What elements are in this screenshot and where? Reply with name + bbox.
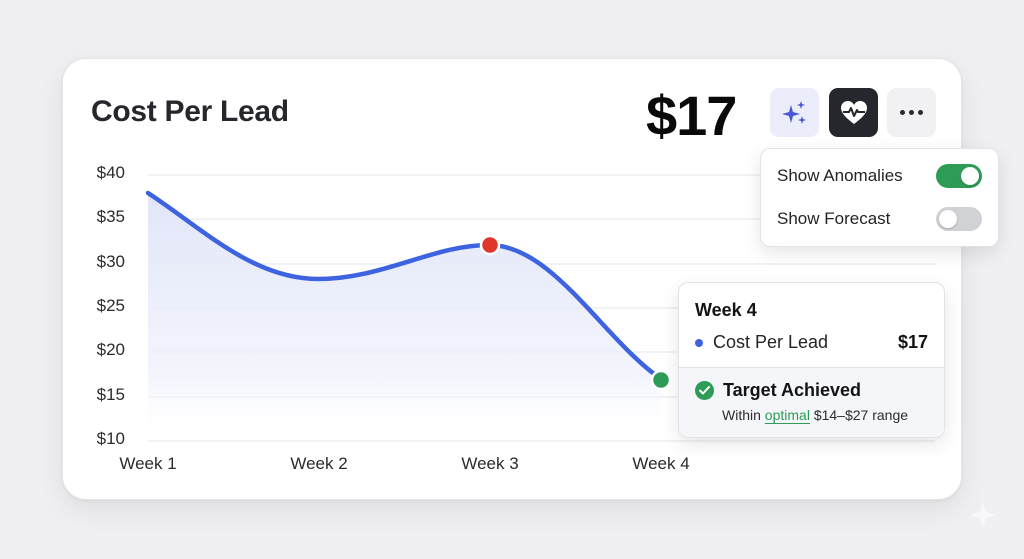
check-circle-icon xyxy=(695,381,714,400)
series-line xyxy=(145,190,664,382)
data-tooltip: Week 4 Cost Per Lead $17 Target Achieved… xyxy=(678,282,945,438)
x-tick: Week 3 xyxy=(461,454,519,473)
current-value: $17 xyxy=(646,84,737,147)
x-tick: Week 1 xyxy=(119,454,177,473)
y-tick: $25 xyxy=(96,296,125,315)
more-horizontal-icon xyxy=(900,110,923,115)
ai-insights-button[interactable] xyxy=(770,88,819,137)
cost-per-lead-card: Cost Per Lead $17 $40 $35 $30 $25 $20 $1… xyxy=(62,58,962,500)
toggle-show-anomalies[interactable]: Show Anomalies xyxy=(777,164,982,188)
sparkles-icon xyxy=(781,100,806,124)
tooltip-series-row: Cost Per Lead $17 xyxy=(695,332,928,353)
y-tick: $35 xyxy=(96,207,125,226)
status-description: Within optimal $14–$27 range xyxy=(722,407,908,423)
tooltip-series-name: Cost Per Lead xyxy=(713,332,829,352)
desc-suffix: $14–$27 range xyxy=(809,407,909,423)
x-tick: Week 4 xyxy=(632,454,690,473)
anomaly-point xyxy=(479,234,501,256)
area-fill xyxy=(148,193,661,441)
tooltip-value: $17 xyxy=(897,332,928,352)
forecast-switch[interactable] xyxy=(936,207,982,231)
card-title: Cost Per Lead xyxy=(91,95,289,128)
health-button[interactable] xyxy=(829,88,878,137)
y-tick: $15 xyxy=(96,385,125,404)
optimal-link[interactable]: optimal xyxy=(764,407,810,423)
more-options-button[interactable] xyxy=(887,88,936,137)
tooltip-title: Week 4 xyxy=(695,300,757,320)
y-tick: $30 xyxy=(96,252,125,271)
y-tick: $20 xyxy=(96,340,125,359)
toggle-label: Show Forecast xyxy=(777,209,891,228)
chart-options-menu: Show Anomalies Show Forecast xyxy=(760,148,999,247)
series-color-dot xyxy=(695,338,703,347)
x-tick: Week 2 xyxy=(290,454,348,473)
y-tick: $40 xyxy=(96,163,125,182)
target-point xyxy=(650,369,672,391)
status-text: Target Achieved xyxy=(723,380,862,400)
toggle-show-forecast[interactable]: Show Forecast xyxy=(777,207,982,231)
anomalies-switch[interactable] xyxy=(936,164,982,188)
desc-prefix: Within xyxy=(722,407,765,423)
y-tick: $10 xyxy=(96,429,125,448)
heart-pulse-icon xyxy=(840,100,867,124)
sparkle-watermark-icon xyxy=(970,502,996,528)
tooltip-status-section: Target Achieved Within optimal $14–$27 r… xyxy=(679,367,944,437)
toggle-label: Show Anomalies xyxy=(777,166,903,185)
